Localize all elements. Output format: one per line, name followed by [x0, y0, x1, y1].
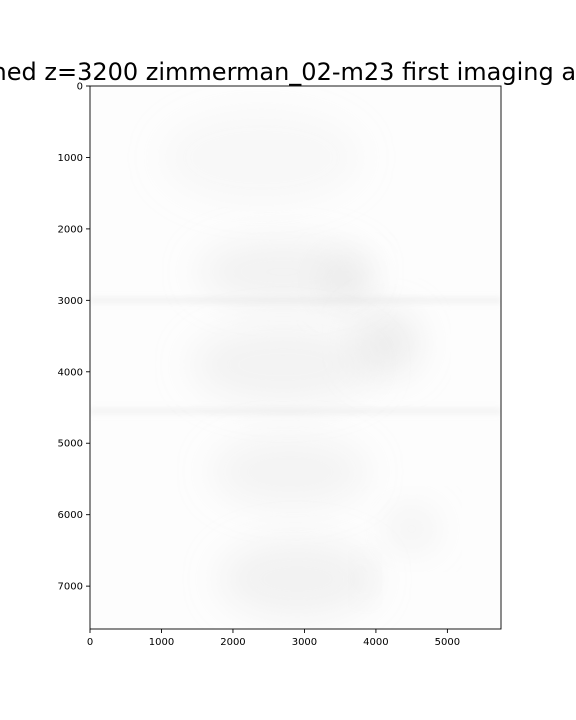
plot-frame — [89, 85, 502, 630]
x-tick-label: 1000 — [149, 637, 174, 648]
y-tick-label: 0 — [77, 82, 83, 93]
x-tick-label: 5000 — [435, 637, 460, 648]
x-tick-label: 0 — [87, 637, 93, 648]
y-tick-label: 3000 — [58, 296, 83, 307]
intensity-region-8 — [218, 539, 376, 619]
intensity-region-7 — [386, 507, 437, 551]
intensity-region-1 — [161, 111, 362, 204]
x-axis: 0 1000 2000 3000 4000 5000 — [87, 629, 460, 648]
intensity-region-6 — [211, 436, 369, 508]
y-tick-label: 7000 — [58, 582, 83, 593]
y-axis: 0 1000 2000 3000 4000 5000 6000 7000 — [58, 82, 90, 593]
intensity-region-5 — [190, 325, 376, 404]
y-tick-label: 6000 — [58, 510, 83, 521]
chart-title: ned z=3200 zimmerman_02-m23 first imagin… — [0, 58, 576, 86]
y-tick-label: 4000 — [58, 367, 83, 378]
y-tick-label: 1000 — [58, 153, 83, 164]
heatmap-image — [90, 111, 501, 619]
x-tick-label: 4000 — [363, 637, 388, 648]
tile-seam-stripe-1 — [90, 297, 501, 304]
y-tick-label: 2000 — [58, 224, 83, 235]
intensity-region-3 — [322, 257, 373, 308]
x-tick-label: 2000 — [220, 637, 245, 648]
y-tick-label: 5000 — [58, 439, 83, 450]
title-clip: ned z=3200 zimmerman_02-m23 first imagin… — [0, 52, 576, 92]
intensity-region-9 — [356, 561, 374, 597]
tile-seam-stripe-2 — [90, 408, 501, 415]
x-tick-label: 3000 — [292, 637, 317, 648]
